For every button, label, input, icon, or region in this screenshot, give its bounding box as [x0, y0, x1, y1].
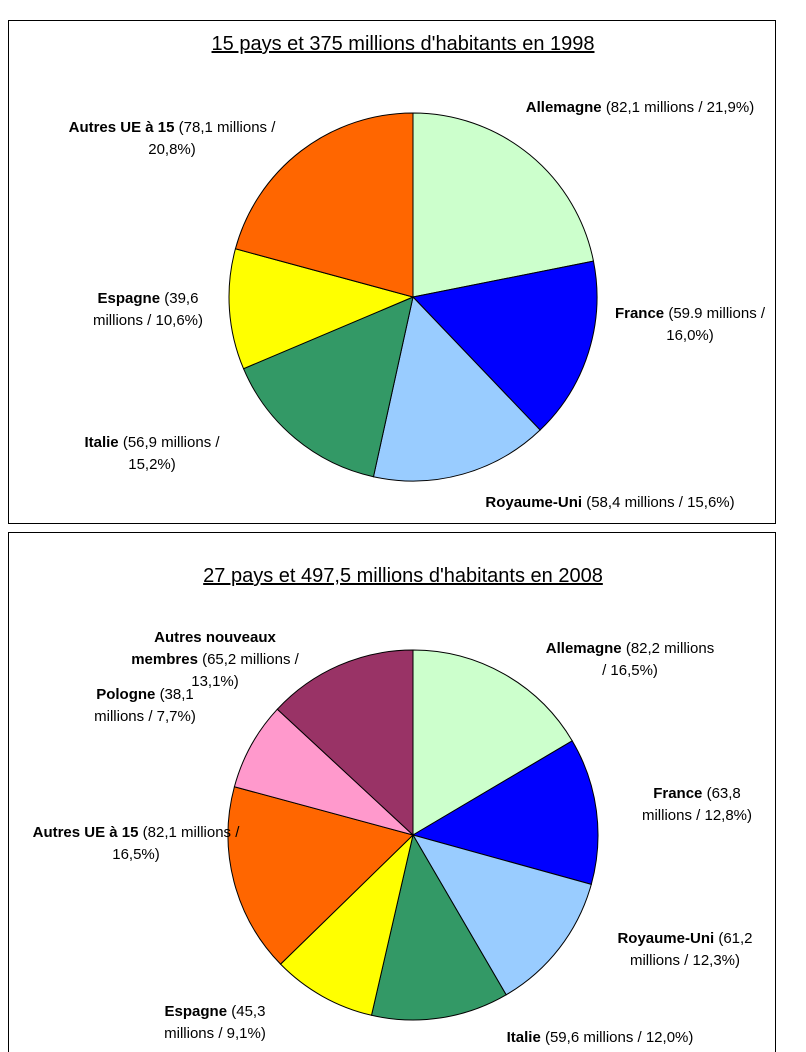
value-label: (39,6 millions / 10,6%) [92, 290, 204, 329]
value-label: (59,6 millions / 12,0%) [544, 1029, 694, 1046]
pie-slice [279, 833, 414, 1016]
category-name: Italie [84, 434, 119, 451]
value-label: (38,1 millions / 7,7%) [94, 686, 196, 725]
pie-slice [411, 834, 592, 996]
slice-label: Pologne (38,1 millions / 7,7%) [75, 684, 215, 728]
pie-slice [411, 740, 599, 885]
slice-label: Espagne (45,3 millions / 9,1%) [145, 1001, 285, 1045]
pie-slice [372, 295, 541, 482]
category-name: Espagne [164, 1003, 228, 1020]
chart-title: 15 pays et 375 millions d'habitants en 1… [211, 33, 595, 55]
category-name: Autres nouveaux membres [131, 629, 276, 668]
pie-slice [276, 649, 414, 837]
category-name: Pologne [96, 686, 156, 703]
slice-label: Allemagne (82,1 millions / 21,9%) [525, 97, 755, 119]
value-label: (58,4 millions / 15,6%) [586, 494, 735, 511]
slice-label: Royaume-Uni (61,2 millions / 12,3%) [600, 928, 770, 972]
value-label: (65,2 millions / 13,1%) [191, 651, 299, 690]
pie-slice [234, 112, 414, 298]
slice-label: Italie (56,9 millions / 15,2%) [67, 432, 237, 476]
category-name: Autres UE à 15 [32, 824, 139, 841]
value-label: (61,2 millions / 12,3%) [629, 930, 753, 969]
category-name: Autres UE à 15 [68, 119, 175, 136]
slice-label: Autres nouveaux membres (65,2 millions /… [120, 627, 310, 693]
pie-slice [228, 248, 415, 370]
category-name: France [653, 785, 703, 802]
category-name: Espagne [97, 290, 161, 307]
category-name: France [614, 305, 665, 322]
pie-slice [412, 112, 595, 298]
value-label: (82,1 millions / 16,5%) [112, 824, 240, 863]
pie-slice [242, 296, 414, 478]
slice-label: Autres UE à 15 (78,1 millions / 20,8%) [57, 117, 287, 161]
slice-label: Allemagne (82,2 millions / 16,5%) [545, 638, 715, 682]
category-name: Allemagne [525, 99, 602, 116]
slice-label: Italie (59,6 millions / 12,0%) [450, 1027, 750, 1049]
pie-slice [370, 833, 507, 1021]
value-label: (56,9 millions / 15,2%) [122, 434, 220, 473]
pie-slice [412, 649, 573, 836]
category-name: Italie [506, 1029, 541, 1046]
value-label: (59.9 millions / 16,0%) [666, 305, 766, 344]
category-name: Royaume-Uni [617, 930, 715, 947]
chart-title: 27 pays et 497,5 millions d'habitants en… [203, 565, 603, 587]
value-label: (82,2 millions / 16,5%) [602, 640, 715, 679]
slice-label: France (59.9 millions / 16,0%) [590, 303, 790, 347]
value-label: (63,8 millions / 12,8%) [641, 785, 753, 824]
slice-label: Espagne (39,6 millions / 10,6%) [83, 288, 213, 332]
chart-frame [8, 532, 776, 1052]
slice-label: Royaume-Uni (58,4 millions / 15,6%) [440, 492, 780, 514]
value-label: (45,3 millions / 9,1%) [164, 1003, 266, 1042]
value-label: (78,1 millions / 20,8%) [148, 119, 276, 158]
slice-label: France (63,8 millions / 12,8%) [632, 783, 762, 827]
pie-slice [227, 786, 414, 965]
value-label: (82,1 millions / 21,9%) [605, 99, 755, 116]
slice-label: Autres UE à 15 (82,1 millions / 16,5%) [21, 822, 251, 866]
category-name: Royaume-Uni [485, 494, 583, 511]
pie-slice [412, 260, 598, 431]
category-name: Allemagne [545, 640, 622, 657]
chart-frame [8, 20, 776, 524]
